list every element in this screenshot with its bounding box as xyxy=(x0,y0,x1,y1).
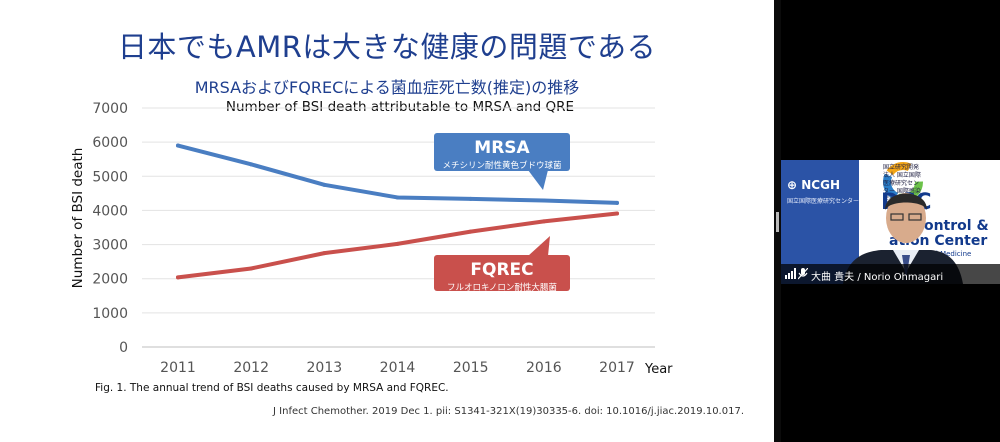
data-point-fqrec xyxy=(395,241,400,246)
callout-mrsa: MRSA メチシリン耐性黄色ブドウ球菌 xyxy=(434,133,570,190)
slide-subtitle-jp: MRSAおよびFQRECによる菌血症死亡数(推定)の推移 xyxy=(194,78,580,97)
data-point-mrsa xyxy=(249,162,254,167)
speaker-name: 大曲 貴夫 / Norio Ohmagari xyxy=(811,272,944,283)
data-point-fqrec xyxy=(249,266,254,271)
y-tick-label: 6000 xyxy=(92,135,128,151)
callout-pointer xyxy=(528,236,550,256)
x-axis-label: Year xyxy=(644,362,673,377)
x-tick-label: 2013 xyxy=(307,360,343,376)
x-tick-label: 2012 xyxy=(233,360,269,376)
legend-sublabel: メチシリン耐性黄色ブドウ球菌 xyxy=(442,160,561,171)
ncgh-subtitle: 国立国際医療研究センター xyxy=(787,198,860,205)
y-tick-label: 4000 xyxy=(92,203,128,219)
y-axis-label: Number of BSI death xyxy=(70,148,86,289)
line-chart: 0 1000 2000 3000 4000 5000 6000 7000 2011 2012 201… xyxy=(70,101,673,377)
citation: J Infect Chemother. 2019 Dec 1. pii: S13… xyxy=(273,406,744,417)
data-point-fqrec xyxy=(322,251,327,256)
y-tick-label: 1000 xyxy=(92,306,128,322)
globe-icon: ⊕ xyxy=(787,178,798,192)
microphone-muted-icon[interactable] xyxy=(798,268,808,280)
signal-strength-icon xyxy=(785,268,796,279)
y-tick-label: 7000 xyxy=(92,101,128,117)
splitter-handle[interactable] xyxy=(776,212,779,232)
data-point-mrsa xyxy=(322,182,327,187)
data-point-mrsa xyxy=(615,200,619,205)
x-tick-label: 2016 xyxy=(526,360,562,376)
y-tick-label: 0 xyxy=(119,340,128,356)
data-point-fqrec xyxy=(615,211,619,216)
legend-label: MRSA xyxy=(474,138,530,158)
data-point-fqrec xyxy=(468,229,473,234)
x-tick-label: 2014 xyxy=(380,360,416,376)
x-tick-label: 2011 xyxy=(160,360,196,376)
data-point-mrsa xyxy=(176,143,180,148)
ncgh-logo-text: NCGH xyxy=(801,178,840,192)
data-point-mrsa xyxy=(468,196,473,201)
y-tick-label: 5000 xyxy=(92,169,128,185)
x-tick-label: 2017 xyxy=(599,360,635,376)
data-point-mrsa xyxy=(395,195,400,200)
data-point-fqrec xyxy=(541,219,546,224)
ncgh-logo: ⊕ NCGH xyxy=(787,178,857,192)
data-point-mrsa xyxy=(541,198,546,203)
chart-title: Number of BSI death attributable to MRSA… xyxy=(225,99,575,115)
y-tick-label: 3000 xyxy=(92,238,128,254)
callout-box xyxy=(434,255,570,291)
x-tick-label: 2015 xyxy=(453,360,489,376)
speaker-video-tile[interactable]: ⊕ NCGH 国立国際医療研究センター 国立研究開発法人 国立国際医療研究センタ… xyxy=(781,160,1000,284)
figure-caption: Fig. 1. The annual trend of BSI deaths c… xyxy=(95,382,449,394)
speaker-name-bar xyxy=(781,264,1000,284)
legend-sublabel: フルオロキノロン耐性大腸菌 xyxy=(447,282,557,293)
slide-title: 日本でもAMRは大きな健康の問題である xyxy=(117,30,657,64)
callout-fqrec: FQREC フルオロキノロン耐性大腸菌 xyxy=(434,236,570,293)
callout-pointer xyxy=(528,170,548,190)
callout-box xyxy=(434,133,570,171)
legend-label: FQREC xyxy=(470,260,533,280)
presentation-slide: 日本でもAMRは大きな健康の問題である MRSAおよびFQRECによる菌血症死亡… xyxy=(0,0,774,442)
data-point-fqrec xyxy=(176,275,180,280)
ncgh-backdrop xyxy=(781,160,859,284)
y-tick-label: 2000 xyxy=(92,272,128,288)
